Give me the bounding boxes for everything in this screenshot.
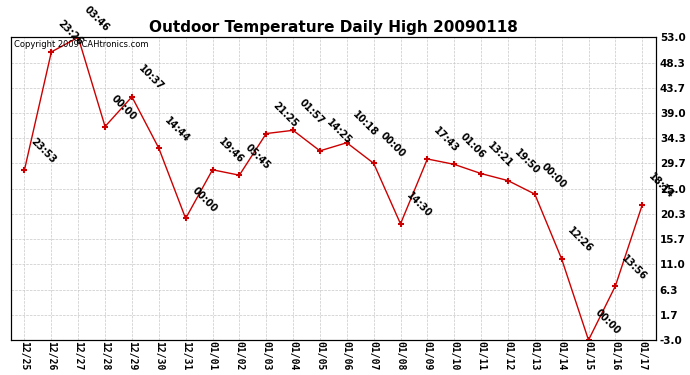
Text: 14:44: 14:44 [163, 115, 192, 144]
Text: 00:00: 00:00 [378, 130, 407, 159]
Text: 19:50: 19:50 [512, 147, 541, 176]
Text: 23:53: 23:53 [29, 136, 58, 166]
Text: 00:00: 00:00 [190, 185, 219, 214]
Text: 14:25: 14:25 [324, 118, 353, 147]
Text: 10:37: 10:37 [136, 64, 165, 93]
Text: 19:46: 19:46 [217, 136, 246, 166]
Text: 14:30: 14:30 [404, 190, 434, 220]
Text: 10:18: 10:18 [351, 110, 380, 139]
Text: 21:25: 21:25 [270, 100, 299, 129]
Text: 01:57: 01:57 [297, 97, 326, 126]
Text: 13:21: 13:21 [485, 140, 514, 170]
Text: 00:00: 00:00 [109, 93, 138, 122]
Text: 03:46: 03:46 [82, 4, 111, 33]
Text: 01:06: 01:06 [458, 131, 487, 160]
Text: 00:00: 00:00 [593, 307, 622, 336]
Text: 00:00: 00:00 [539, 161, 568, 190]
Text: 13:56: 13:56 [620, 253, 649, 282]
Text: 05:45: 05:45 [244, 142, 273, 171]
Title: Outdoor Temperature Daily High 20090118: Outdoor Temperature Daily High 20090118 [149, 20, 518, 35]
Text: 12:26: 12:26 [566, 226, 595, 255]
Text: 17:43: 17:43 [431, 126, 460, 155]
Text: 18:14: 18:14 [647, 172, 676, 201]
Text: Copyright 2009 CAHtronics.com: Copyright 2009 CAHtronics.com [14, 40, 149, 50]
Text: 23:26: 23:26 [55, 19, 84, 48]
